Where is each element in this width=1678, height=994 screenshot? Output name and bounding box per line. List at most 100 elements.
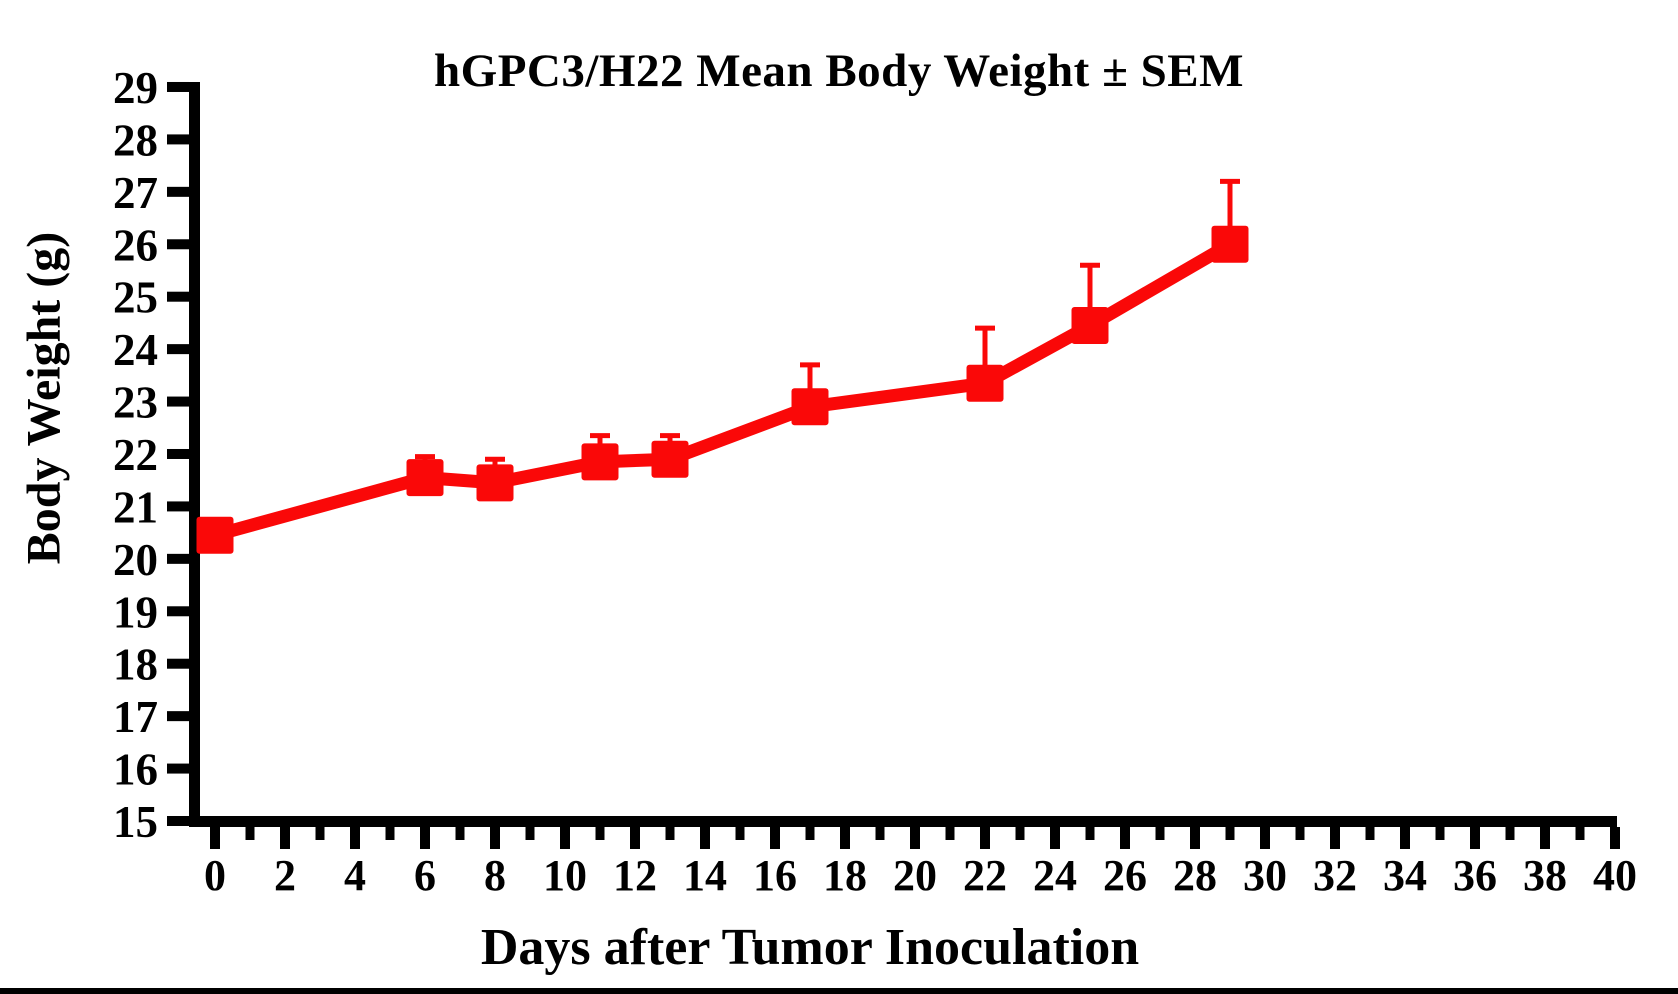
y-axis-line bbox=[189, 82, 200, 827]
x-minor-tick bbox=[1575, 827, 1585, 840]
x-minor-tick bbox=[1295, 827, 1305, 840]
data-point-marker bbox=[406, 459, 444, 497]
x-tick-label: 22 bbox=[963, 851, 1007, 900]
x-tick-label: 36 bbox=[1453, 851, 1497, 900]
x-tick-label: 30 bbox=[1243, 851, 1287, 900]
x-minor-tick bbox=[1225, 827, 1235, 840]
x-minor-tick bbox=[595, 827, 605, 840]
x-tick-label: 24 bbox=[1033, 851, 1077, 900]
x-axis-line bbox=[189, 816, 1617, 827]
data-point-marker bbox=[651, 440, 689, 478]
x-minor-tick bbox=[735, 827, 745, 840]
y-tick bbox=[167, 448, 189, 459]
y-tick bbox=[167, 186, 189, 197]
x-tick-label: 4 bbox=[344, 851, 366, 900]
y-tick-label: 19 bbox=[113, 587, 158, 637]
y-tick bbox=[167, 711, 189, 722]
x-minor-tick bbox=[875, 827, 885, 840]
x-tick bbox=[210, 827, 220, 849]
y-tick-label: 28 bbox=[113, 115, 158, 165]
series-line bbox=[213, 238, 1234, 542]
data-point-marker bbox=[476, 464, 514, 502]
x-tick bbox=[1400, 827, 1410, 849]
x-tick bbox=[980, 827, 990, 849]
x-tick-label: 34 bbox=[1383, 851, 1427, 900]
x-minor-tick bbox=[455, 827, 465, 840]
x-tick-label: 14 bbox=[683, 851, 727, 900]
y-tick-label: 29 bbox=[113, 63, 158, 113]
x-minor-tick bbox=[525, 827, 535, 840]
y-tick-label: 23 bbox=[113, 378, 158, 428]
x-minor-tick bbox=[1505, 827, 1515, 840]
data-point-marker bbox=[791, 388, 829, 426]
x-tick bbox=[1190, 827, 1200, 849]
y-tick-label: 21 bbox=[113, 482, 158, 532]
x-tick bbox=[840, 827, 850, 849]
x-tick-label: 16 bbox=[753, 851, 797, 900]
x-tick-label: 32 bbox=[1313, 851, 1357, 900]
y-tick-label: 18 bbox=[113, 640, 158, 690]
data-point-marker bbox=[196, 516, 234, 554]
x-tick-label: 38 bbox=[1523, 851, 1567, 900]
y-tick bbox=[167, 658, 189, 669]
x-minor-tick bbox=[315, 827, 325, 840]
y-tick-label: 25 bbox=[113, 273, 158, 323]
x-tick bbox=[560, 827, 570, 849]
y-tick-label: 17 bbox=[113, 692, 158, 742]
x-tick-label: 20 bbox=[893, 851, 937, 900]
x-tick-label: 10 bbox=[543, 851, 587, 900]
x-tick-label: 18 bbox=[823, 851, 867, 900]
y-tick bbox=[167, 501, 189, 512]
x-tick bbox=[770, 827, 780, 849]
y-tick bbox=[167, 606, 189, 617]
x-minor-tick bbox=[1015, 827, 1025, 840]
x-tick bbox=[1050, 827, 1060, 849]
data-point-marker bbox=[1211, 225, 1249, 263]
x-tick-label: 26 bbox=[1103, 851, 1147, 900]
y-tick bbox=[167, 291, 189, 302]
y-tick-label: 22 bbox=[113, 430, 158, 480]
x-minor-tick bbox=[665, 827, 675, 840]
y-tick bbox=[167, 763, 189, 774]
x-tick-label: 40 bbox=[1593, 851, 1637, 900]
x-minor-tick bbox=[945, 827, 955, 840]
y-tick bbox=[167, 553, 189, 564]
x-tick bbox=[910, 827, 920, 849]
x-minor-tick bbox=[1365, 827, 1375, 840]
data-point-marker bbox=[966, 364, 1004, 402]
x-axis-title: Days after Tumor Inoculation bbox=[480, 919, 1140, 976]
y-tick-label: 16 bbox=[113, 745, 158, 795]
x-minor-tick bbox=[1435, 827, 1445, 840]
x-minor-tick bbox=[385, 827, 395, 840]
y-tick bbox=[167, 134, 189, 145]
x-tick bbox=[1330, 827, 1340, 849]
chart-title: hGPC3/H22 Mean Body Weight ± SEM bbox=[434, 45, 1244, 97]
y-tick-label: 26 bbox=[113, 220, 158, 270]
x-tick bbox=[1120, 827, 1130, 849]
x-tick bbox=[1470, 827, 1480, 849]
y-tick bbox=[167, 81, 189, 92]
x-tick bbox=[1540, 827, 1550, 849]
x-tick-label: 28 bbox=[1173, 851, 1217, 900]
x-tick bbox=[420, 827, 430, 849]
x-tick bbox=[1610, 827, 1620, 849]
y-tick-label: 20 bbox=[113, 535, 158, 585]
data-point-marker bbox=[581, 443, 619, 481]
y-tick-label: 24 bbox=[113, 325, 158, 375]
x-tick bbox=[490, 827, 500, 849]
y-tick-label: 15 bbox=[113, 797, 158, 847]
x-tick bbox=[1260, 827, 1270, 849]
x-tick bbox=[630, 827, 640, 849]
x-tick-label: 2 bbox=[274, 851, 296, 900]
x-minor-tick bbox=[245, 827, 255, 840]
x-minor-tick bbox=[1085, 827, 1095, 840]
x-tick bbox=[280, 827, 290, 849]
y-tick bbox=[167, 239, 189, 250]
y-tick bbox=[167, 396, 189, 407]
x-tick bbox=[350, 827, 360, 849]
y-tick bbox=[167, 344, 189, 355]
x-tick bbox=[700, 827, 710, 849]
bottom-bar bbox=[0, 988, 1678, 994]
